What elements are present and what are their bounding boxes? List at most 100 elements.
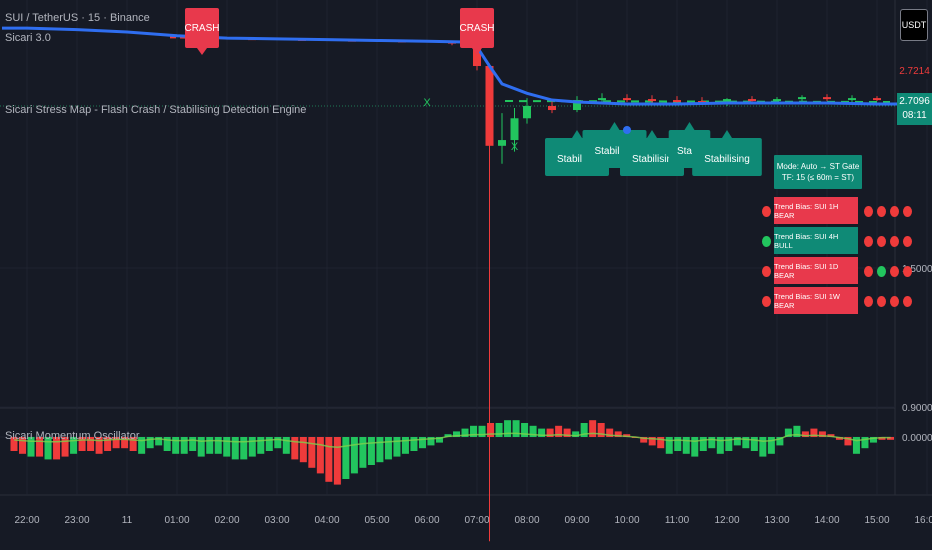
oscillator-bar	[427, 437, 435, 446]
crash-label-text: CRASH	[184, 23, 219, 34]
indicator-stress-map-label[interactable]: Sicari Stress Map - Flash Crash / Stabil…	[5, 104, 307, 116]
oscillator-bar	[699, 437, 707, 451]
oscillator-bar	[367, 437, 375, 465]
oscillator-bar	[614, 431, 622, 437]
trend-bias-label: Trend Bias: SUI 1W BEAR	[774, 287, 858, 314]
oscillator-bar	[640, 437, 648, 443]
trend-status-dot	[903, 296, 912, 307]
oscillator-bar	[495, 423, 503, 437]
oscillator-bar	[359, 437, 367, 468]
timeframe-line: TF: 15 (≤ 60m = ST)	[781, 173, 855, 182]
trend-status-dot	[864, 206, 873, 217]
oscillator-bar	[793, 425, 801, 437]
oscillator-bar	[53, 437, 61, 460]
bar-countdown-text: 08:11	[902, 110, 927, 121]
oscillator-bar	[274, 437, 282, 449]
oscillator-bar	[299, 437, 307, 463]
oscillator-bar	[231, 437, 239, 460]
oscillator-bar	[308, 437, 316, 468]
time-tick-label: 01:00	[164, 515, 189, 526]
oscillator-bar	[146, 437, 154, 449]
time-tick-label: 11	[122, 515, 133, 526]
oscillator-bar	[682, 437, 690, 454]
oscillator-bar	[10, 437, 18, 451]
trend-status-dot	[877, 296, 886, 307]
time-tick-label: 08:00	[514, 515, 539, 526]
crash-label-text: CRASH	[459, 23, 494, 34]
trend-status-dot	[762, 236, 771, 247]
oscillator-bar	[121, 437, 129, 449]
candle-body	[648, 99, 656, 102]
crash-label: CRASH	[184, 8, 220, 55]
oscillator-bar	[538, 428, 546, 437]
time-tick-label: 12:00	[714, 515, 739, 526]
oscillator-bar	[70, 437, 78, 454]
candle-body	[523, 105, 531, 119]
oscillator-bar	[265, 437, 273, 451]
oscillator-bar	[529, 425, 537, 437]
oscillator-bar	[214, 437, 222, 454]
oscillator-bar	[384, 437, 392, 460]
candle-body	[498, 140, 506, 146]
oscillator-bar	[589, 420, 597, 437]
oscillator-bar	[291, 437, 299, 460]
x-marker: X	[511, 141, 519, 153]
mode-box: Mode: Auto → ST Gate TF: 15 (≤ 60m = ST)	[774, 155, 862, 189]
oscillator-bar	[453, 431, 461, 437]
oscillator-bar	[767, 437, 775, 454]
oscillator-bar	[691, 437, 699, 457]
indicator-sicari-label[interactable]: Sicari 3.0	[5, 32, 51, 44]
oscillator-bar	[733, 437, 741, 446]
oscillator-bar	[852, 437, 860, 454]
oscillator-bar	[333, 437, 341, 485]
trend-status-dot	[864, 266, 873, 277]
trend-status-dot	[864, 296, 873, 307]
stabilising-pointer	[722, 130, 732, 138]
time-tick-label: 10:00	[614, 515, 639, 526]
oscillator-bar	[393, 437, 401, 457]
candle-body	[573, 100, 581, 111]
stabilising-pointer	[572, 130, 582, 138]
candle-body	[510, 118, 519, 141]
trend-status-dot	[890, 206, 899, 217]
oscillator-bar	[206, 437, 214, 454]
oscillator-bar	[742, 437, 750, 449]
oscillator-bar	[648, 437, 656, 446]
oscillator-bar	[248, 437, 256, 457]
currency-button[interactable]: USDT	[900, 9, 928, 41]
oscillator-bar	[282, 437, 290, 454]
stabilising-pointer	[609, 122, 620, 130]
trend-status-dot	[877, 236, 886, 247]
oscillator-bar	[27, 437, 35, 457]
oscillator-bar	[180, 437, 188, 454]
oscillator-bar	[869, 437, 877, 443]
oscillator-bar	[410, 437, 418, 451]
trend-status-dot	[903, 236, 912, 247]
oscillator-bar	[461, 428, 469, 437]
crash-label-box	[185, 8, 219, 48]
time-tick-label: 05:00	[364, 515, 389, 526]
oscillator-bar	[350, 437, 358, 474]
price-tick-label: 0.9000	[902, 403, 932, 414]
trend-status-dot	[890, 296, 899, 307]
trend-status-dot	[864, 236, 873, 247]
symbol-title[interactable]: SUI / TetherUS · 15 · Binance	[5, 12, 150, 24]
trend-bias-label: Trend Bias: SUI 1D BEAR	[774, 257, 858, 284]
oscillator-bar	[759, 437, 767, 457]
crash-label-pointer	[472, 48, 482, 55]
oscillator-bar	[87, 437, 95, 451]
oscillator-bar	[512, 420, 520, 437]
oscillator-bar	[189, 437, 197, 451]
candle-body	[748, 99, 756, 102]
oscillator-bar	[657, 437, 665, 449]
oscillator-bar	[376, 437, 384, 463]
oscillator-title[interactable]: Sicari Momentum Oscillator	[5, 430, 140, 442]
trend-status-dot	[877, 266, 886, 277]
oscillator-bar	[172, 437, 180, 454]
oscillator-bar	[61, 437, 69, 457]
trend-row: Trend Bias: SUI 1H BEAR	[762, 197, 912, 224]
oscillator-bar	[325, 437, 333, 482]
trend-row: Trend Bias: SUI 4H BULL	[762, 227, 912, 254]
oscillator-bar	[818, 431, 826, 437]
oscillator-bar	[155, 437, 163, 446]
